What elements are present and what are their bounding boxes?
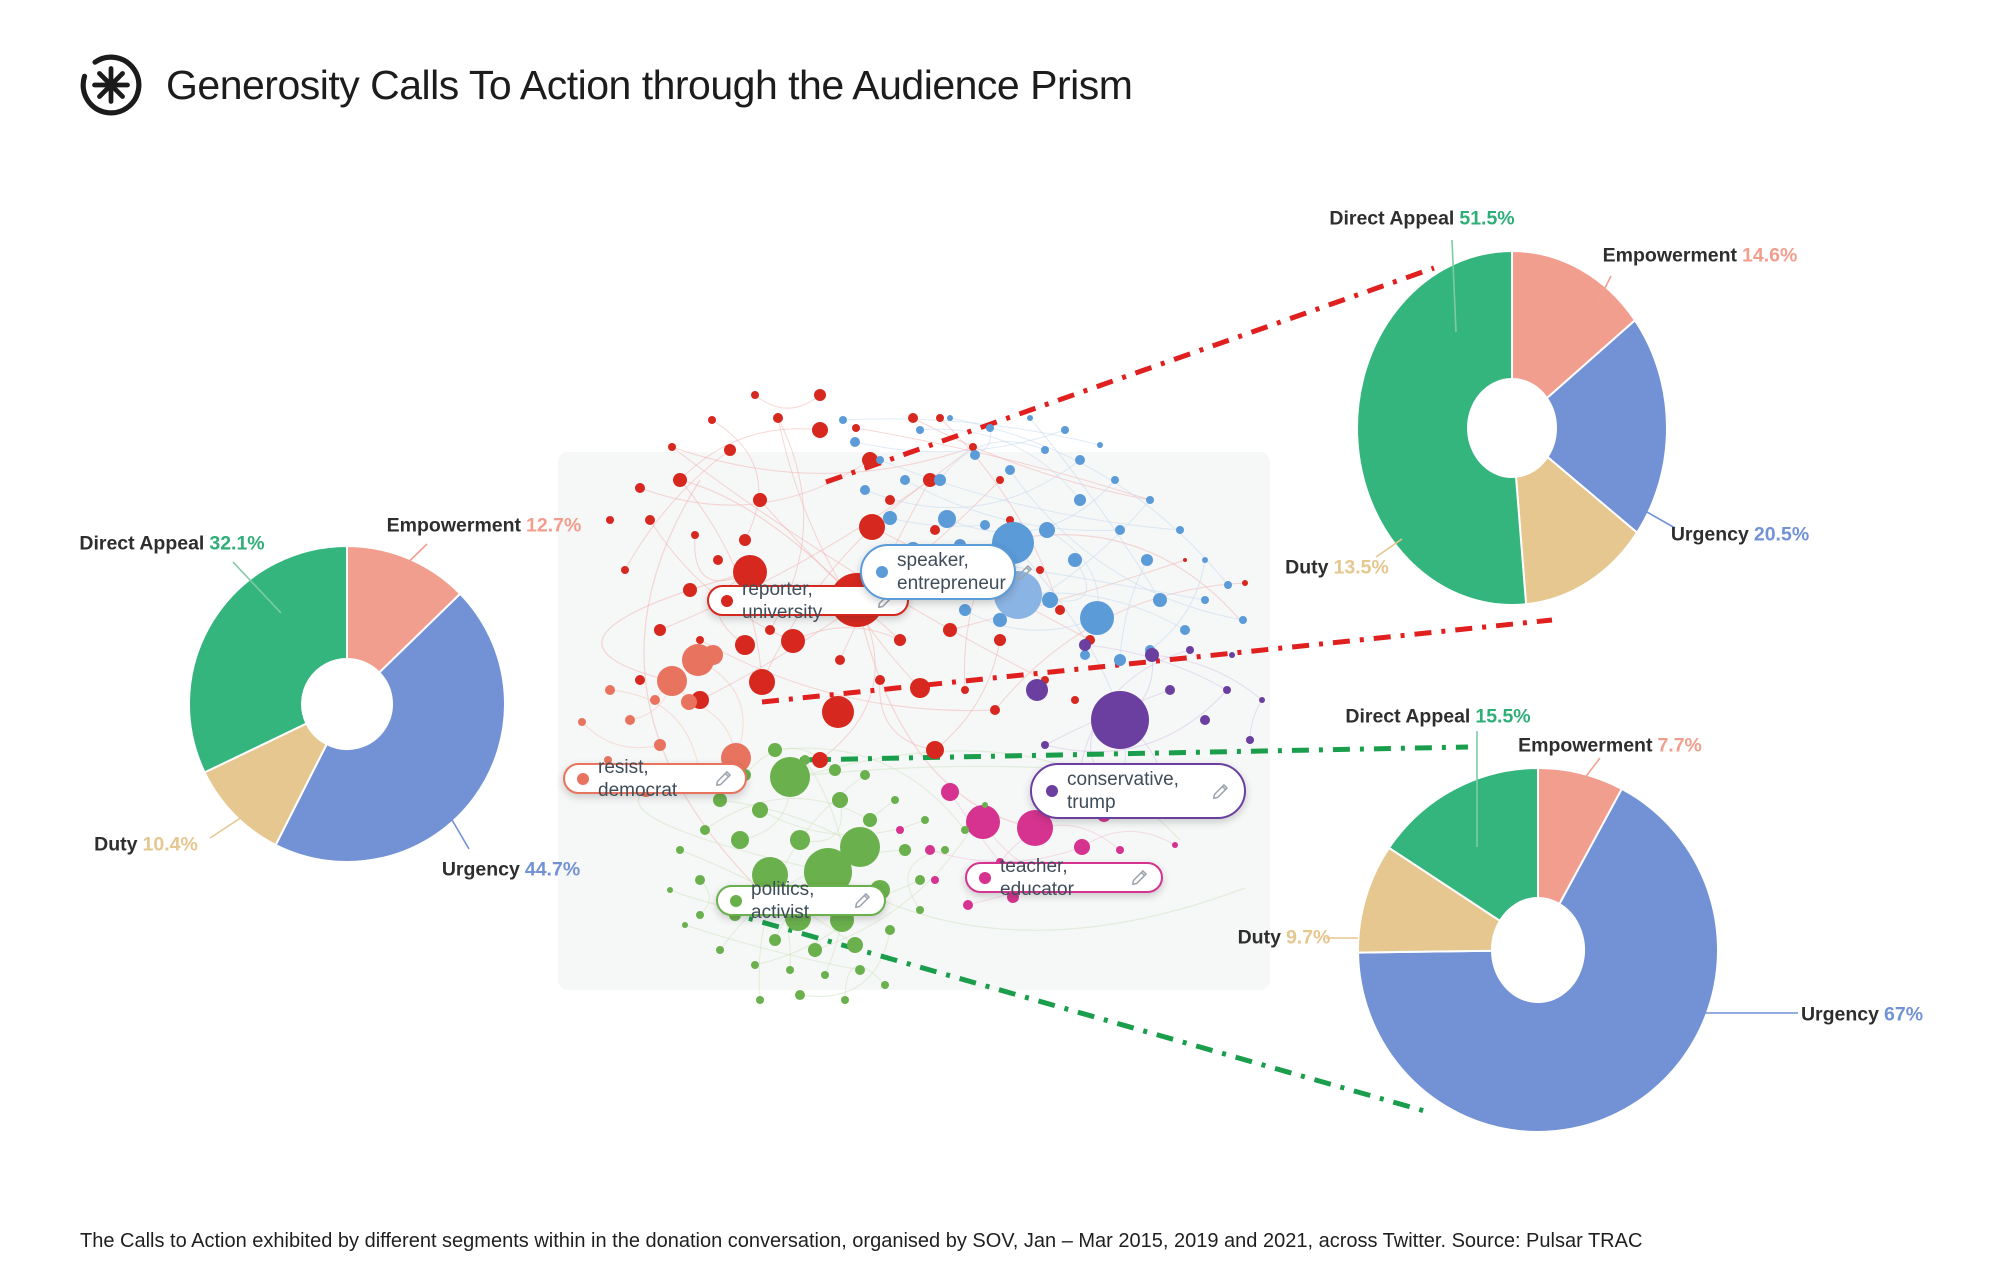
cluster-dot-icon: [876, 566, 888, 578]
donut-left-direct-appeal-label: Direct Appeal 32.1%: [79, 532, 265, 555]
donut-left-empowerment-label: Empowerment 12.7%: [386, 514, 582, 537]
cluster-dot-icon: [979, 871, 991, 884]
donut-bottom-right-slice-direct-appeal: [1387, 766, 1539, 923]
cluster-pill-speaker-entrepreneur[interactable]: speaker, entrepreneur: [860, 544, 1032, 600]
donut-top-right-slice-direct-appeal: [1356, 249, 1528, 606]
donut-topright-urgency-label: Urgency 20.5%: [1670, 523, 1810, 546]
donut-bottomright-urgency-label: Urgency 67%: [1800, 1003, 1924, 1026]
cluster-pill-label: reporter, university: [742, 578, 823, 623]
cluster-dot-icon: [721, 594, 733, 607]
cluster-pill-label: teacher, educator: [1000, 855, 1074, 900]
cluster-dot-icon: [730, 894, 742, 907]
cluster-pill-label: resist, democrat: [598, 756, 678, 801]
donut-left-duty-label: Duty 10.4%: [94, 833, 198, 856]
donut-topright-duty-label: Duty 13.5%: [1285, 556, 1389, 579]
donut-overall-left-slice-empowerment: [346, 544, 462, 675]
edit-pencil-icon[interactable]: [1211, 782, 1230, 801]
edit-pencil-icon[interactable]: [1130, 868, 1149, 887]
edit-pencil-icon[interactable]: [1015, 563, 1034, 582]
source-caption: The Calls to Action exhibited by differe…: [80, 1230, 1643, 1252]
cluster-pill-conservative-trump[interactable]: conservative, trump: [1030, 763, 1246, 819]
donut-overall-left-slice-urgency: [274, 592, 506, 863]
cluster-pill-label: conservative,: [1067, 769, 1179, 790]
cluster-dot-icon: [577, 772, 589, 785]
cluster-pill-politics-activist[interactable]: politics, activist: [716, 879, 886, 923]
donut-bottomright-empowerment-label: Empowerment 7.7%: [1518, 734, 1702, 757]
edit-pencil-icon[interactable]: [853, 891, 872, 910]
donut-bottomright-duty-label: Duty 9.7%: [1237, 926, 1331, 949]
cluster-dot-icon: [1046, 785, 1058, 797]
page-title: Generosity Calls To Action through the A…: [166, 61, 1133, 108]
cluster-pill-teacher-educator[interactable]: teacher, educator: [965, 856, 1163, 900]
donut-bottom-right-slice-urgency: [1357, 787, 1719, 1133]
donut-top-right-slice-urgency: [1545, 318, 1668, 535]
header: Generosity Calls To Action through the A…: [78, 52, 1133, 118]
donut-top-right-slice-duty: [1514, 455, 1639, 606]
cluster-pill-resist-democrat[interactable]: resist, democrat: [563, 757, 747, 801]
donut-left-urgency-label: Urgency 44.7%: [441, 858, 581, 881]
donut-topright-empowerment-label: Empowerment 14.6%: [1602, 244, 1798, 267]
pulsar-asterisk-logo: [80, 54, 142, 116]
donut-bottomright-direct-appeal-label: Direct Appeal 15.5%: [1345, 705, 1531, 728]
edit-pencil-icon[interactable]: [714, 769, 733, 788]
cluster-pill-label: speaker,: [897, 550, 969, 571]
cluster-pill-label: politics, activist: [751, 878, 815, 923]
donut-overall-left-slice-direct-appeal: [188, 544, 348, 774]
donut-topright-direct-appeal-label: Direct Appeal 51.5%: [1329, 207, 1515, 230]
